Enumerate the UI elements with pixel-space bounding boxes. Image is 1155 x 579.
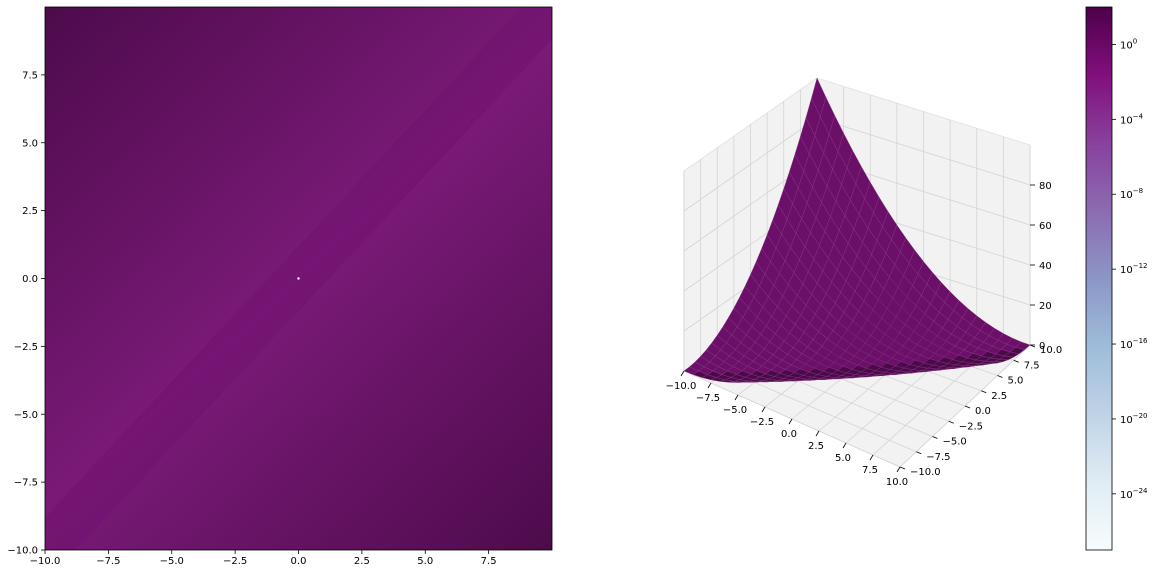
colorbar-tick-label: 10−16: [1120, 337, 1148, 351]
x-tick: [842, 442, 847, 449]
y-tick-label: 7.5: [22, 70, 38, 81]
y-tick: [981, 390, 987, 394]
colorbar-gradient: [1085, 6, 1113, 551]
x-tick-label: −5.0: [723, 405, 747, 416]
x-tick: [815, 430, 820, 437]
back-gridline: [816, 117, 1031, 186]
colorbar-tick-label: 10−12: [1120, 262, 1148, 276]
surface-x-axis: −10.0−7.5−5.0−2.5 0.0 2.5 5.0 7.5 10.0: [666, 370, 908, 488]
colorbar-axis: 100 10−4 10−8 10−12 10−16 10−20 10−24: [1112, 37, 1148, 501]
x-tick-label: 7.5: [481, 556, 497, 567]
x-tick: [680, 370, 685, 377]
x-tick-label: −5.0: [160, 556, 184, 567]
y-tick-label: 5.0: [22, 138, 38, 149]
y-tick-label: 10.0: [1040, 345, 1062, 356]
heatmap-y-axis: −10.0 −7.5 −5.0 −2.5 0.0 2.5 5.0 7.5: [7, 70, 45, 557]
x-tick-label: 5.0: [417, 556, 433, 567]
y-tick-label: −7.5: [926, 452, 950, 463]
y-tick-label: 2.5: [991, 391, 1007, 402]
x-tick-label: −7.5: [96, 556, 120, 567]
y-tick: [1013, 359, 1019, 363]
x-tick: [734, 394, 739, 401]
surface-mesh: [683, 77, 1031, 383]
surface-y-axis: −10.0 −7.5 −5.0 −2.5 0.02.55.07.510.0: [899, 344, 1062, 478]
z-tick-label: 40: [1039, 261, 1052, 272]
colorbar-tick-label: 100: [1120, 37, 1137, 51]
y-tick-label: −2.5: [959, 421, 983, 432]
y-tick: [899, 466, 906, 470]
heatmap-panel: −10.0 −7.5 −5.0 −2.5 0.0 2.5 5.0 7.5 −10.0−7.5−…: [7, 6, 553, 567]
y-tick: [932, 436, 938, 439]
y-tick-label: 0.0: [22, 274, 38, 285]
y-tick-label: 0.0: [975, 406, 991, 417]
y-tick-label: 2.5: [22, 206, 38, 217]
x-tick: [869, 454, 874, 461]
colorbar-tick-label: 10−8: [1120, 187, 1143, 201]
y-tick-label: −10.0: [910, 467, 941, 478]
y-tick-label: −7.5: [14, 478, 38, 489]
z-tick-label: 80: [1039, 181, 1052, 192]
z-tick-label: 20: [1039, 301, 1052, 312]
y-tick-label: 7.5: [1024, 360, 1040, 371]
side-gridline: [683, 117, 818, 212]
x-tick: [761, 406, 766, 413]
x-tick-label: 7.5: [862, 465, 878, 476]
x-tick-label: −2.5: [750, 417, 774, 428]
x-tick: [707, 382, 712, 389]
x-tick: [896, 466, 901, 473]
z-tick-label: 60: [1039, 221, 1052, 232]
x-tick-label: −10.0: [30, 556, 61, 567]
y-tick: [997, 375, 1003, 378]
y-tick-label: −5.0: [14, 410, 38, 421]
y-tick-label: −5.0: [943, 437, 967, 448]
x-tick-label: 5.0: [835, 453, 851, 464]
colorbar-tick-label: 10−20: [1120, 412, 1148, 426]
x-tick-label: 0.0: [781, 429, 797, 440]
x-tick-label: 2.5: [354, 556, 370, 567]
colorbar-tick-label: 10−24: [1120, 487, 1148, 501]
heatmap-center-point: [297, 277, 300, 280]
y-tick: [964, 405, 971, 409]
colorbar-tick-label: 10−4: [1120, 112, 1144, 126]
x-tick-label: −2.5: [223, 556, 247, 567]
x-tick-label: 0.0: [291, 556, 307, 567]
y-tick: [916, 451, 922, 455]
x-tick: [788, 418, 793, 425]
heatmap-image: [45, 7, 552, 550]
y-tick-label: −10.0: [7, 546, 38, 557]
y-tick: [948, 420, 954, 424]
x-tick-label: −7.5: [696, 393, 720, 404]
surface-z-axis: 0 20 40 60 80: [1030, 181, 1052, 352]
z-tick-label: 0: [1039, 341, 1045, 352]
surface-panel: −10.0−7.5−5.0−2.50.02.55.07.510.0 −10.0−…: [666, 77, 1062, 488]
heatmap-x-axis: −10.0 −7.5 −5.0 −2.5 0.0 2.5 5.0 7.5: [30, 550, 497, 567]
x-tick-label: 2.5: [808, 441, 824, 452]
x-tick-label: −10.0: [666, 381, 697, 392]
colorbar: 100 10−4 10−8 10−12 10−16 10−20 10−24: [1085, 6, 1148, 551]
x-tick-label: 10.0: [886, 477, 908, 488]
y-tick-label: 5.0: [1008, 376, 1024, 387]
y-tick-label: −2.5: [14, 342, 38, 353]
